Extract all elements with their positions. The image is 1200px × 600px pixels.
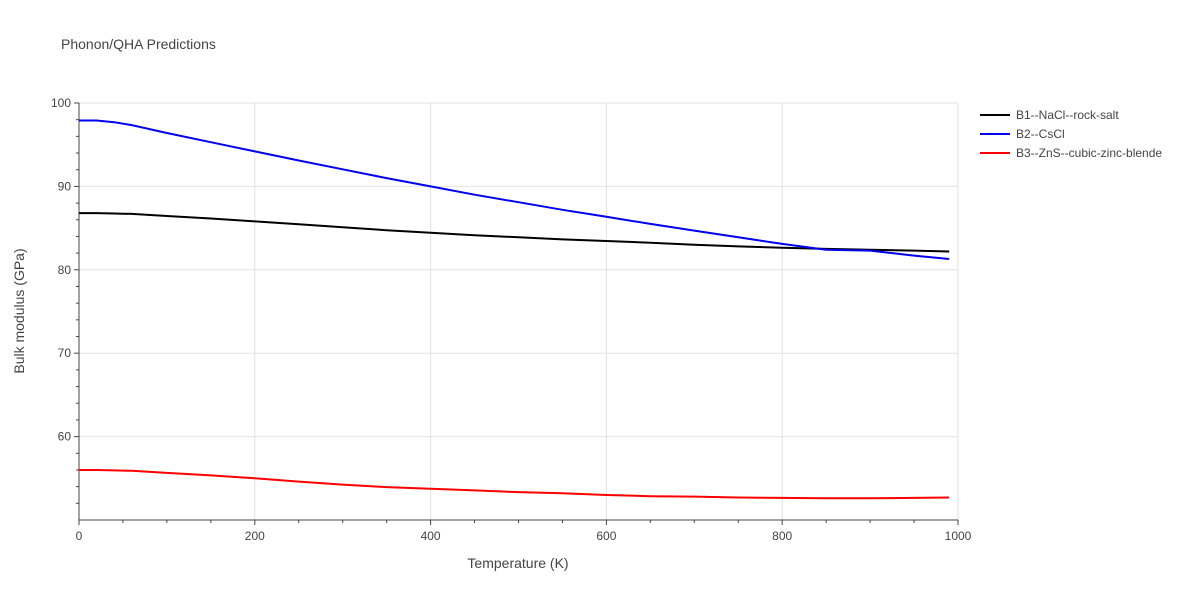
y-tick-label: 100 (51, 96, 71, 110)
legend: B1--NaCl--rock-salt B2--CsCl B3--ZnS--cubi… (980, 105, 1162, 162)
x-tick-label: 400 (421, 529, 441, 543)
legend-item-1[interactable]: B2--CsCl (980, 124, 1162, 143)
y-tick-label: 60 (58, 430, 72, 444)
legend-swatch (980, 132, 1010, 135)
series-line-1[interactable] (79, 119, 950, 260)
legend-item-2[interactable]: B3--ZnS--cubic-zinc-blende (980, 143, 1162, 162)
y-tick-label: 80 (58, 263, 72, 277)
x-tick-label: 800 (772, 529, 792, 543)
legend-label: B3--ZnS--cubic-zinc-blende (1016, 145, 1163, 160)
chart-title: Phonon/QHA Predictions (61, 36, 216, 52)
x-tick-label: 1000 (945, 529, 972, 543)
legend-item-0[interactable]: B1--NaCl--rock-salt (980, 105, 1162, 124)
x-tick-label: 600 (596, 529, 616, 543)
legend-label: B1--NaCl--rock-salt (1016, 107, 1119, 122)
legend-swatch (980, 151, 1010, 154)
y-tick-label: 90 (58, 179, 72, 193)
series-line-2[interactable] (79, 469, 950, 500)
y-axis-label: Bulk modulus (GPa) (11, 248, 27, 373)
grid-lines (79, 102, 959, 520)
series-line-0[interactable] (79, 212, 950, 253)
axes: 0 200 400 600 800 1000 60 70 80 90 100 (51, 96, 972, 543)
x-axis-label: Temperature (K) (467, 555, 568, 571)
legend-swatch (980, 113, 1010, 116)
y-tick-label: 70 (58, 346, 72, 360)
x-tick-label: 0 (76, 529, 83, 543)
series-lines (79, 119, 950, 500)
x-tick-label: 200 (245, 529, 265, 543)
legend-label: B2--CsCl (1016, 126, 1065, 141)
